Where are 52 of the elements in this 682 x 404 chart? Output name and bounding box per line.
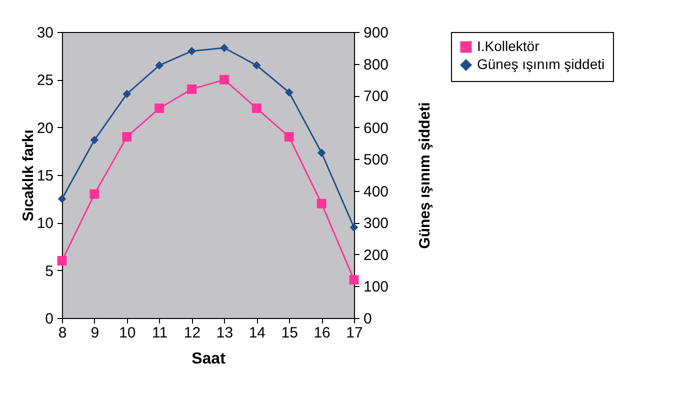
- point: [122, 90, 132, 98]
- x-tick-label: 17: [346, 324, 363, 342]
- y-tick-label: 20: [36, 120, 54, 137]
- y2-tick-label: 500: [364, 152, 389, 169]
- point: [349, 275, 359, 285]
- point: [252, 104, 262, 114]
- point: [57, 256, 67, 266]
- point: [90, 189, 100, 199]
- legend-label: Güneş ışınım şiddeti: [477, 56, 605, 72]
- point: [154, 104, 164, 114]
- y2-tick-label: 400: [364, 183, 389, 200]
- y2-tick-label: 700: [364, 88, 389, 106]
- y-tick-label: 15: [36, 168, 54, 184]
- point: [155, 61, 164, 70]
- y-tick-label: 25: [36, 72, 54, 90]
- y2-tick-label: 800: [364, 56, 389, 74]
- y-tick-label: 0: [45, 310, 54, 328]
- point: [317, 148, 326, 157]
- x-tick-label: 13: [216, 324, 234, 342]
- x-axis-title: Saat: [192, 350, 226, 368]
- y2-tick-label: 900: [364, 24, 389, 42]
- x-tick-label: 11: [152, 324, 168, 342]
- point: [187, 84, 197, 94]
- point: [188, 46, 196, 56]
- x-tick-label: 12: [184, 324, 201, 342]
- point: [252, 61, 261, 70]
- point: [58, 194, 66, 204]
- y2-axis-title: Güneş ışınım şiddeti: [416, 102, 434, 249]
- point: [90, 136, 99, 144]
- y-tick-label: 5: [45, 262, 54, 280]
- y2-tick-label: 600: [364, 120, 389, 137]
- x-tick-label: 15: [281, 324, 298, 342]
- y2-tick-label: 100: [364, 278, 389, 296]
- point: [284, 88, 294, 97]
- x-tick-label: 10: [119, 324, 136, 342]
- x-tick-label: 16: [314, 324, 330, 342]
- x-tick-label: 9: [90, 324, 100, 342]
- y2-tick-label: 200: [364, 246, 389, 264]
- y-tick-label: 10: [36, 215, 54, 232]
- point: [316, 198, 326, 208]
- point: [219, 74, 229, 84]
- point: [122, 132, 132, 142]
- y2-tick-label: 0: [364, 310, 372, 328]
- point: [284, 132, 294, 142]
- point: [220, 44, 228, 52]
- point: [350, 223, 358, 232]
- y-tick-label: 30: [36, 24, 54, 42]
- legend-label: I.Kollektör: [477, 38, 540, 54]
- y2-tick-label: 300: [364, 215, 389, 232]
- y-axis-title: Sıcaklık farkı: [20, 130, 37, 222]
- x-tick-label: 14: [248, 324, 266, 342]
- x-tick-label: 8: [58, 324, 67, 342]
